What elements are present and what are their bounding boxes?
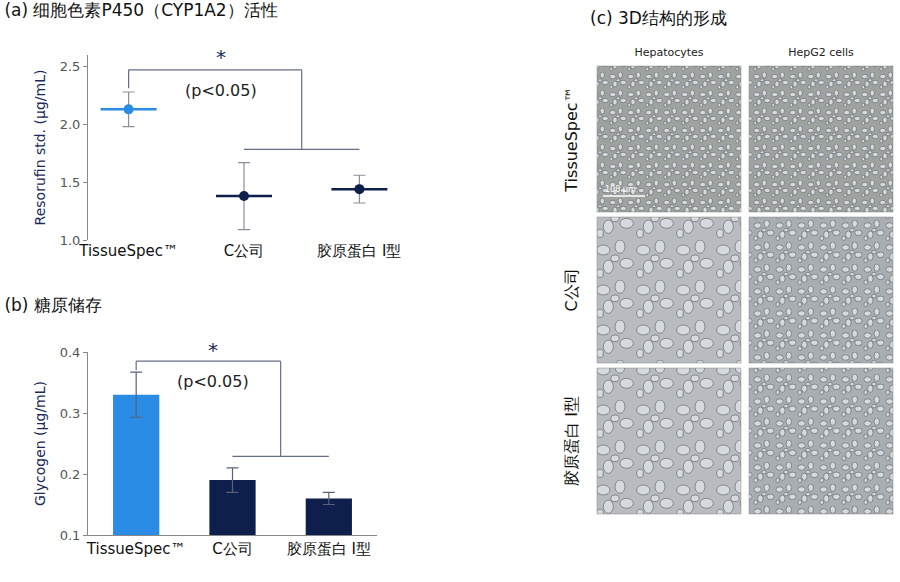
svg-text:1.0: 1.0 bbox=[60, 233, 81, 248]
svg-text:(c) 3D结构的形成: (c) 3D结构的形成 bbox=[590, 8, 727, 28]
svg-text:*: * bbox=[208, 338, 218, 362]
svg-text:0.1: 0.1 bbox=[60, 528, 81, 543]
svg-text:TissueSpec™: TissueSpec™ bbox=[562, 86, 581, 192]
svg-text:(p<0.05): (p<0.05) bbox=[185, 81, 257, 100]
svg-text:(a) 细胞色素P450（CYP1A2）活性: (a) 细胞色素P450（CYP1A2）活性 bbox=[4, 0, 277, 20]
svg-text:0.4: 0.4 bbox=[60, 345, 81, 360]
svg-text:2.5: 2.5 bbox=[60, 59, 81, 74]
svg-text:胶原蛋白 Ⅰ型: 胶原蛋白 Ⅰ型 bbox=[317, 242, 401, 260]
svg-text:TissueSpec™: TissueSpec™ bbox=[78, 242, 178, 260]
svg-text:胶原蛋白 Ⅰ型: 胶原蛋白 Ⅰ型 bbox=[562, 396, 581, 486]
svg-text:2.0: 2.0 bbox=[60, 117, 81, 132]
svg-text:(p<0.05): (p<0.05) bbox=[177, 372, 249, 391]
svg-text:Resorufin std. (µg/mL): Resorufin std. (µg/mL) bbox=[32, 70, 48, 226]
svg-text:100 µm: 100 µm bbox=[605, 185, 636, 194]
svg-text:胶原蛋白 Ⅰ型: 胶原蛋白 Ⅰ型 bbox=[287, 540, 371, 558]
svg-text:TissueSpec™: TissueSpec™ bbox=[86, 540, 186, 558]
svg-text:1.5: 1.5 bbox=[60, 175, 81, 190]
svg-text:C公司: C公司 bbox=[224, 242, 264, 260]
svg-text:(b) 糖原储存: (b) 糖原储存 bbox=[4, 295, 101, 315]
svg-text:0.2: 0.2 bbox=[60, 467, 81, 482]
svg-text:Glycogen (µg/mL): Glycogen (µg/mL) bbox=[32, 381, 48, 506]
svg-text:0.3: 0.3 bbox=[60, 406, 81, 421]
svg-text:*: * bbox=[216, 45, 226, 69]
svg-text:C公司: C公司 bbox=[562, 268, 581, 311]
svg-text:C公司: C公司 bbox=[212, 540, 252, 558]
svg-text:Hepatocytes: Hepatocytes bbox=[634, 46, 703, 59]
svg-text:HepG2 cells: HepG2 cells bbox=[788, 46, 854, 59]
